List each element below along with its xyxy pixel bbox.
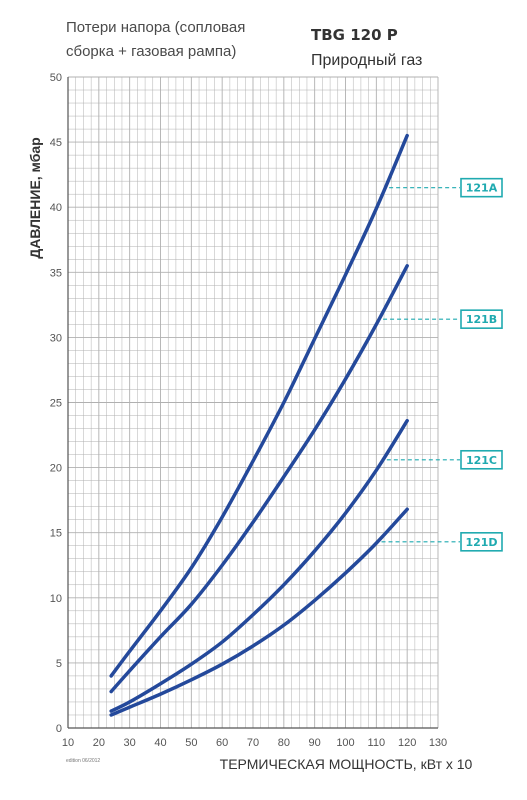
subtitle-line-1: Потери напора (сопловая: [66, 19, 245, 36]
x-tick-label: 100: [336, 737, 354, 749]
tag-box: [460, 532, 503, 552]
x-tick-label: 10: [62, 737, 74, 749]
x-tick-label: 110: [368, 737, 386, 749]
x-tick-label: 70: [247, 737, 259, 749]
y-tick-label: 5: [56, 658, 62, 670]
model-name: TBG 120 P: [311, 26, 398, 44]
x-tick-label: 120: [398, 737, 416, 749]
y-tick-label: 35: [50, 267, 62, 279]
tag-box: [460, 449, 503, 470]
y-tick-label: 15: [50, 528, 62, 540]
x-tick-label: 20: [93, 737, 105, 749]
x-tick-label: 60: [216, 737, 228, 749]
y-tick-label: 45: [50, 137, 62, 149]
y-tick-label: 20: [50, 463, 62, 475]
edition-note: edition 06/2012: [66, 758, 100, 764]
series-line-121c: [109, 418, 409, 713]
series-tag-121c: 121C: [460, 449, 503, 470]
series-line-121a: [109, 133, 409, 678]
x-tick-label: 130: [429, 737, 447, 749]
series-line-121b: [109, 264, 409, 694]
tag-label: 121C: [466, 454, 497, 467]
grid: [67, 76, 439, 729]
x-tick-label: 80: [278, 737, 290, 749]
series-tag-121a: 121A: [460, 177, 503, 198]
series-lines: [109, 133, 409, 717]
y-tick-label: 25: [50, 398, 62, 410]
series-tag-121b: 121B: [460, 309, 503, 329]
x-tick-label: 50: [185, 737, 197, 749]
subtitle-line-2: сборка + газовая рампа): [66, 43, 236, 60]
gas-type: Природный газ: [311, 52, 422, 69]
x-tick-label: 40: [154, 737, 166, 749]
tag-label: 121D: [465, 536, 497, 549]
x-tick-label: 90: [309, 737, 321, 749]
y-tick-label: 40: [50, 202, 62, 214]
series-tag-121d: 121D: [460, 532, 503, 552]
tag-box: [460, 177, 503, 198]
y-tick-label: 0: [56, 723, 62, 735]
y-tick-label: 50: [50, 72, 62, 84]
y-tick-label: 10: [50, 593, 62, 605]
series-tags: 121A 121B 121C 121D: [381, 177, 503, 552]
tag-label: 121A: [466, 182, 498, 195]
axes: 10 20 30 40 50 60 70 80 90 100 110 120 130 0 5 10 15 20 25…: [50, 72, 447, 749]
x-tick-label: 30: [124, 737, 136, 749]
y-axis-label: ДАВЛЕНИЕ, мбар: [27, 137, 43, 258]
y-tick-label: 30: [50, 332, 62, 344]
series-line-121d: [109, 507, 409, 717]
tag-label: 121B: [466, 313, 497, 326]
tag-box: [460, 309, 503, 329]
x-axis-label: ТЕРМИЧЕСКАЯ МОЩНОСТЬ, кВт х 10: [220, 756, 473, 772]
